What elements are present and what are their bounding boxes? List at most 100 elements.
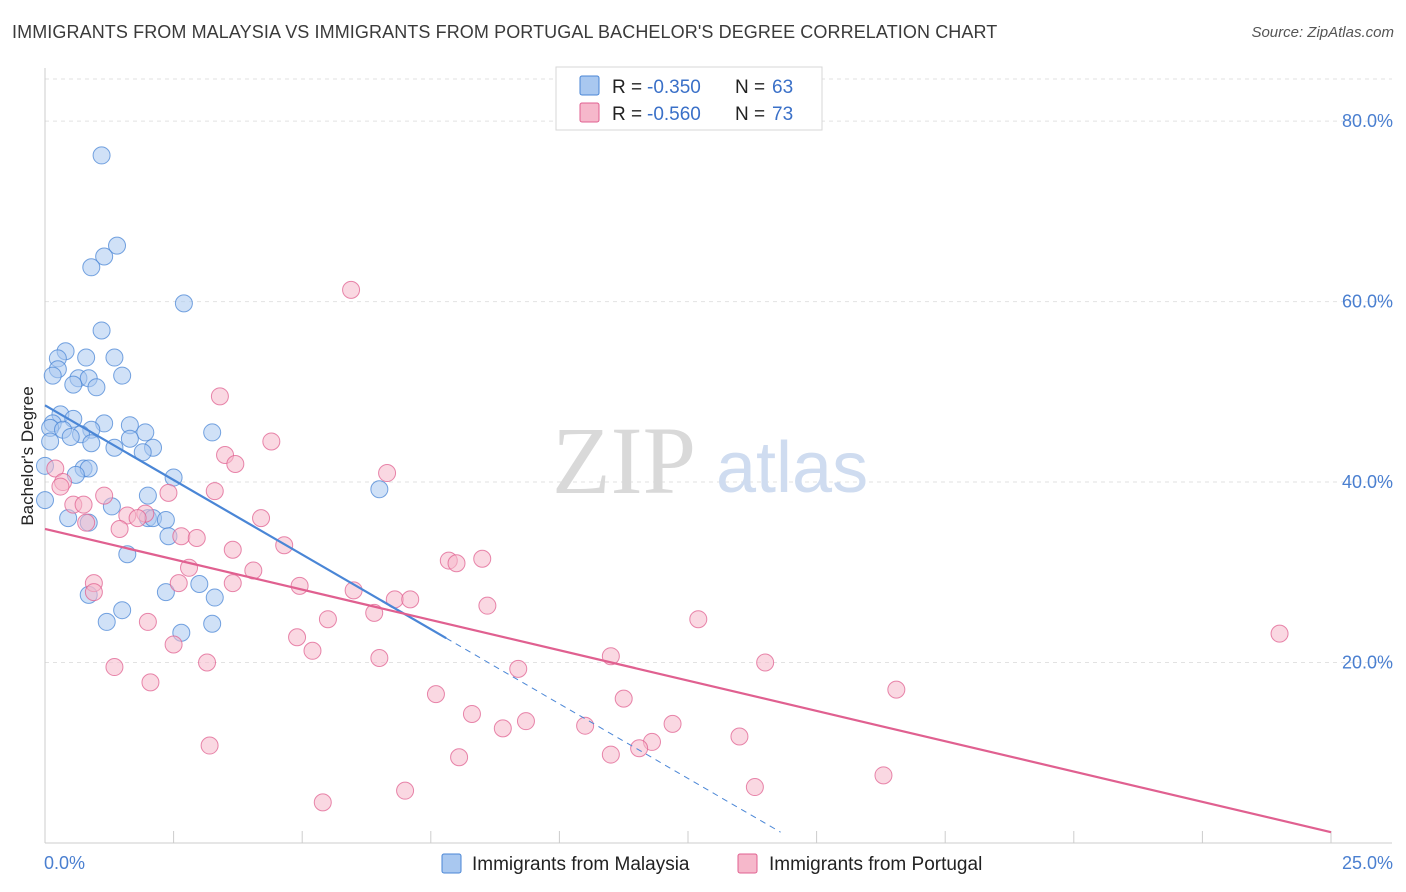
data-point — [77, 513, 96, 532]
x-tick-labels: 0.0% 25.0% — [44, 853, 1393, 873]
source-label: Source: ZipAtlas.com — [1251, 24, 1394, 41]
data-point — [210, 387, 229, 406]
data-point — [663, 714, 682, 733]
data-point — [169, 574, 188, 593]
legend-r-label-malaysia: R = — [612, 77, 642, 98]
data-point — [252, 509, 271, 528]
data-point — [87, 378, 106, 397]
data-point — [164, 635, 183, 654]
data-point — [113, 366, 132, 385]
data-point — [1270, 624, 1289, 643]
legend-swatch-malaysia — [579, 75, 600, 96]
data-point — [136, 423, 155, 442]
data-point — [473, 549, 492, 568]
data-point — [342, 280, 361, 299]
legend-r-value-malaysia: -0.350 — [647, 77, 701, 98]
data-point — [190, 575, 209, 594]
bottom-legend-label-portugal: Immigrants from Portugal — [769, 854, 982, 875]
data-point — [138, 612, 157, 631]
data-point — [303, 641, 322, 660]
data-point — [156, 583, 175, 602]
trend-lines — [44, 404, 1332, 834]
data-point — [509, 659, 528, 678]
data-point — [187, 529, 206, 548]
data-point — [95, 247, 114, 266]
y-tick-label: 40.0% — [1342, 472, 1393, 492]
data-point — [630, 739, 649, 758]
data-point — [77, 348, 96, 367]
data-point — [172, 527, 191, 546]
data-point — [290, 576, 309, 595]
data-point — [601, 745, 620, 764]
legend-box — [555, 66, 823, 131]
data-point — [223, 574, 242, 593]
data-point — [46, 459, 65, 478]
data-point — [223, 540, 242, 559]
data-point — [614, 689, 633, 708]
data-point — [128, 509, 147, 528]
data-point — [51, 477, 70, 496]
axes — [44, 68, 1392, 844]
trend-line-extension — [445, 637, 781, 833]
data-point — [401, 590, 420, 609]
data-point — [203, 423, 222, 442]
legend-n-value-portugal: 73 — [772, 104, 793, 125]
watermark-zip: ZIP — [552, 407, 696, 514]
y-axis-title: Bachelor's Degree — [18, 386, 37, 525]
y-tick-label: 20.0% — [1342, 653, 1393, 673]
legend-n-value-malaysia: 63 — [772, 77, 793, 98]
data-point — [200, 736, 219, 755]
data-point — [108, 236, 127, 255]
data-point — [133, 443, 152, 462]
data-point — [370, 480, 389, 499]
series-portugal-points — [46, 280, 1289, 812]
legend-r-label-portugal: R = — [612, 104, 642, 125]
legend-swatch-portugal — [579, 102, 600, 123]
data-point — [74, 495, 93, 514]
bottom-legend-swatch-portugal — [737, 853, 758, 874]
data-point — [198, 653, 217, 672]
data-point — [105, 348, 124, 367]
data-point — [110, 519, 129, 538]
data-point — [576, 716, 595, 735]
x-tick-label-max: 25.0% — [1342, 853, 1393, 873]
data-point — [113, 601, 132, 620]
data-point — [138, 486, 157, 505]
y-tick-label: 80.0% — [1342, 111, 1393, 131]
data-point — [730, 727, 749, 746]
data-point — [756, 653, 775, 672]
data-point — [450, 748, 469, 767]
legend-n-label-malaysia: N = — [735, 77, 765, 98]
data-point — [426, 685, 445, 704]
data-point — [84, 583, 103, 602]
trend-line — [44, 404, 447, 640]
watermark-atlas: atlas — [716, 428, 868, 508]
data-point — [203, 614, 222, 633]
watermark: ZIP atlas — [552, 407, 868, 514]
data-point — [159, 483, 178, 502]
data-point — [36, 491, 54, 510]
data-point — [41, 432, 60, 451]
data-point — [288, 628, 307, 647]
data-point — [174, 294, 193, 313]
data-point — [493, 719, 512, 738]
data-point — [92, 321, 111, 340]
data-point — [97, 612, 116, 631]
data-point — [226, 455, 245, 474]
data-point — [462, 704, 481, 723]
bottom-legend-swatch-malaysia — [441, 853, 462, 874]
data-point — [516, 712, 535, 731]
data-point — [156, 510, 175, 529]
data-point — [262, 432, 281, 451]
data-point — [61, 427, 80, 446]
data-point — [313, 793, 332, 812]
data-point — [205, 588, 224, 607]
data-point — [378, 464, 397, 483]
x-tick-label-min: 0.0% — [44, 853, 85, 873]
data-point — [874, 766, 893, 785]
data-point — [318, 610, 337, 629]
data-point — [689, 610, 708, 629]
data-point — [120, 429, 139, 448]
chart-title: IMMIGRANTS FROM MALAYSIA VS IMMIGRANTS F… — [12, 22, 998, 42]
data-point — [64, 375, 83, 394]
